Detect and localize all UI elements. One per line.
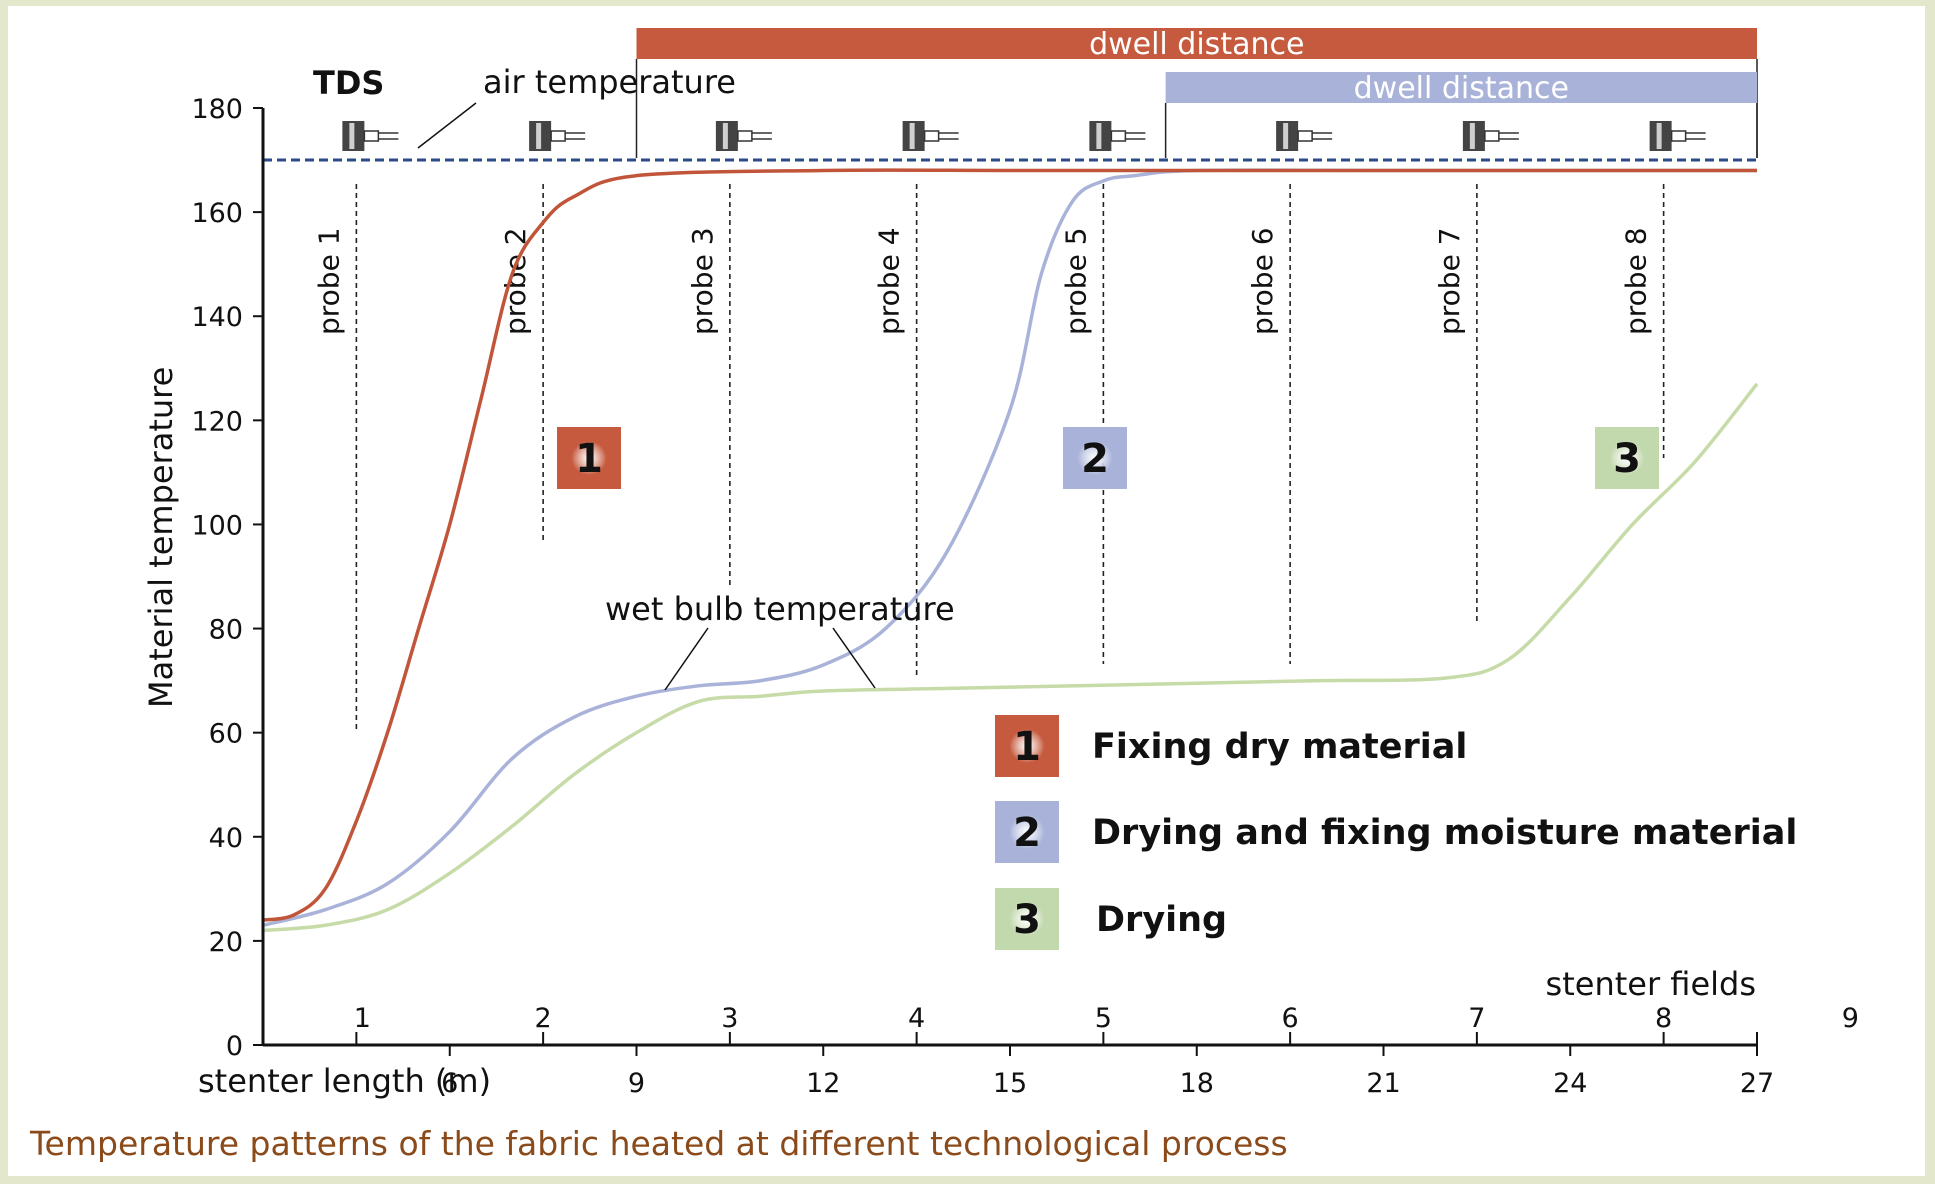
y-tick-label: 60 [209,719,243,750]
series-line-1 [262,168,1757,922]
probe-label: probe 3 [686,227,719,335]
x-tick-label: 27 [1740,1068,1774,1099]
stenter-field-number: 8 [1655,1003,1672,1034]
x-axis-label: stenter length (m) [198,1062,491,1100]
stenter-field-number: 6 [1282,1003,1299,1034]
chart-title: TDS [313,64,384,102]
x-tick-label: 24 [1553,1068,1587,1099]
y-tick-label: 180 [191,94,243,125]
dwell-bar-1 [636,28,1757,59]
x-tick-label: 9 [628,1068,645,1099]
probe-sensor-highlight [909,123,915,149]
legend-label-2: Drying and fixing moisture material [1092,813,1797,853]
y-tick-label: 160 [191,198,243,229]
legend-badge-1 [995,715,1059,777]
y-tick-label: 140 [191,302,243,333]
y-tick-label: 0 [226,1031,243,1062]
air-temperature-leader [417,102,477,149]
legend-label-1: Fixing dry material [1092,727,1467,767]
legend-label-3: Drying [1096,900,1227,940]
stenter-field-number: 3 [721,1003,738,1034]
dwell-bar-label: dwell distance [1354,71,1569,106]
stenter-field-number: 4 [908,1003,925,1034]
probe-label: probe 5 [1059,227,1092,335]
probe-nozzle [1484,130,1500,142]
curve-badge-3-number: 3 [1613,436,1641,482]
series-line-3 [262,382,1759,933]
legend-badge-2 [995,801,1059,863]
dwell-bar-label: dwell distance [1089,27,1304,62]
legend-badge-2-number: 2 [1013,810,1041,856]
stenter-field-number: 9 [1842,1003,1859,1034]
probe-label: probe 6 [1246,227,1279,335]
y-tick-label: 120 [191,406,243,437]
probe-sensor-highlight [1096,123,1102,149]
x-tick-label: 21 [1366,1068,1400,1099]
stenter-fields-label: stenter fields [1546,965,1756,1003]
probe-label: probe 7 [1433,227,1466,335]
probe-nozzle [1110,130,1127,142]
stenter-field-number: 5 [1095,1003,1112,1034]
probe-nozzle [1297,130,1313,142]
wet-bulb-leader [664,627,709,691]
curve-badge-1 [557,427,621,489]
curve-badge-3 [1595,427,1659,489]
y-axis-label: Material temperature [142,367,180,708]
probe-sensor-highlight [536,123,542,149]
chart-svg: dwell distance dwell distance probe 1 probe… [142,27,1859,1100]
probe-label: probe 4 [873,227,906,335]
dwell-bar-2 [1165,72,1757,103]
figure-frame: dwell distance dwell distance probe 1 probe… [8,6,1925,1176]
probe-nozzle [1670,130,1687,142]
curve-badge-1-number: 1 [575,436,603,482]
y-tick-label: 80 [209,615,243,646]
legend-badge-1-number: 1 [1013,724,1041,770]
y-tick-label: 100 [191,510,243,541]
probe-sensor-highlight [722,123,728,149]
probe-nozzle [737,130,753,142]
stenter-field-number: 7 [1468,1003,1485,1034]
probe-nozzle [363,130,380,142]
x-tick-label: 12 [806,1068,840,1099]
probe-nozzle [550,130,566,142]
probe-label: probe 8 [1620,227,1653,335]
y-tick-label: 20 [209,927,243,958]
probe-sensor-highlight [1656,123,1662,149]
wet-bulb-leader [832,627,876,689]
probe-sensor-highlight [1283,123,1289,149]
probe-nozzle [923,130,940,142]
x-tick-label: 18 [1180,1068,1214,1099]
air-temperature-label: air temperature [483,63,736,101]
stenter-field-number: 1 [354,1003,371,1034]
curve-badge-2 [1063,427,1127,489]
curve-badge-2-number: 2 [1081,436,1109,482]
figure-caption: Temperature patterns of the fabric heate… [30,1124,1288,1163]
y-tick-label: 40 [209,823,243,854]
probe-sensor-highlight [1469,123,1475,149]
probe-sensor-highlight [349,123,355,149]
legend-badge-3 [995,888,1059,950]
legend-badge-3-number: 3 [1013,897,1041,943]
x-tick-label: 15 [993,1068,1027,1099]
stenter-field-number: 2 [535,1003,552,1034]
x-tick-label: 6 [441,1068,458,1099]
wet-bulb-label: wet bulb temperature [605,590,955,628]
probe-label: probe 1 [312,227,345,335]
